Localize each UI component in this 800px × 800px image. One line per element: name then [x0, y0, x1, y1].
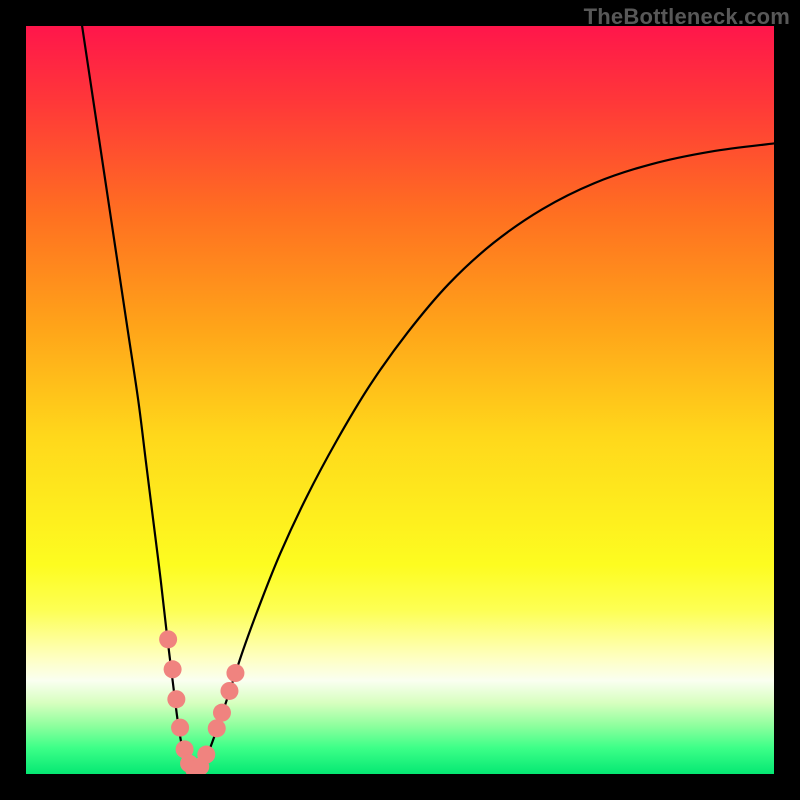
chart-plot	[26, 26, 774, 774]
data-marker	[208, 719, 226, 737]
data-marker	[197, 746, 215, 764]
data-marker	[167, 690, 185, 708]
data-marker	[213, 704, 231, 722]
watermark-text: TheBottleneck.com	[584, 4, 790, 30]
data-marker	[171, 719, 189, 737]
data-marker	[159, 630, 177, 648]
chart-frame: TheBottleneck.com	[0, 0, 800, 800]
data-marker	[226, 664, 244, 682]
data-marker	[220, 682, 238, 700]
data-marker	[164, 660, 182, 678]
